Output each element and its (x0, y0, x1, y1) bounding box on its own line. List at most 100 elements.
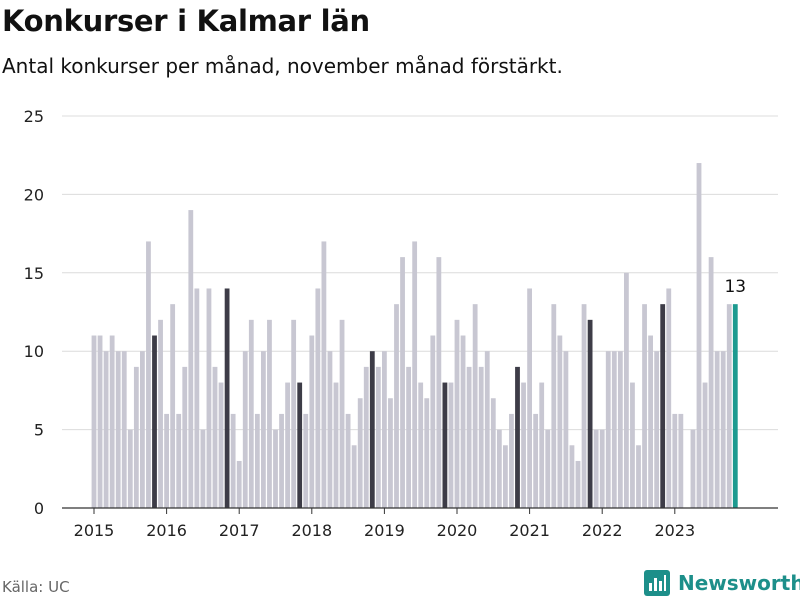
x-tick-label: 2023 (654, 521, 695, 540)
bar (521, 382, 526, 508)
bar (285, 382, 290, 508)
bar (273, 429, 278, 508)
bar (224, 288, 230, 508)
bar (660, 304, 666, 508)
bar (490, 398, 496, 508)
bar (140, 351, 145, 508)
bar (527, 288, 532, 508)
bar (708, 257, 714, 508)
bar (394, 304, 399, 508)
x-tick-label: 2017 (219, 521, 260, 540)
bar (726, 304, 732, 508)
x-tick-label: 2018 (291, 521, 332, 540)
bar (97, 335, 103, 508)
bar (297, 382, 303, 508)
bar (345, 413, 351, 508)
bar (406, 366, 411, 508)
bar (563, 351, 569, 508)
x-tick-label: 2019 (364, 521, 405, 540)
bar (551, 304, 557, 508)
data-label-latest: 13 (724, 277, 746, 297)
brand-name: Newsworthy (678, 571, 800, 595)
bar (714, 351, 720, 508)
bar (400, 257, 405, 508)
bar (642, 304, 647, 508)
bar (557, 335, 563, 508)
bar (605, 351, 611, 508)
bar (121, 351, 127, 508)
bar (630, 382, 635, 508)
bar (248, 319, 254, 508)
bar (303, 413, 309, 508)
bar (581, 304, 587, 508)
bar (188, 210, 194, 508)
x-tick-label: 2022 (582, 521, 623, 540)
bar (418, 382, 424, 508)
bar (515, 366, 520, 508)
bar (539, 382, 545, 508)
bar (339, 319, 345, 508)
bar (478, 366, 484, 508)
bar (569, 445, 575, 508)
bar (333, 382, 339, 508)
source-note: Källa: UC (2, 578, 70, 596)
bar (91, 335, 97, 508)
bar (152, 335, 157, 508)
bar (412, 241, 418, 508)
bar (460, 335, 466, 508)
bar (115, 351, 121, 508)
bar (484, 351, 490, 508)
bar (182, 366, 188, 508)
bar (666, 288, 672, 508)
bar (351, 445, 357, 508)
bar (448, 382, 454, 508)
bar (200, 429, 206, 508)
bar (545, 429, 551, 508)
brand-logo: Newsworthy (644, 570, 800, 596)
bar (158, 319, 163, 508)
bar (533, 413, 539, 508)
y-tick-label: 20 (24, 185, 44, 204)
y-tick-label: 5 (34, 421, 44, 440)
bar (133, 366, 139, 508)
bar (206, 288, 212, 508)
bar (388, 398, 393, 508)
bar-chart: 0 5 10 15 20 25 2015 2016 2017 2018 2019 2020 2021 20… (24, 107, 778, 540)
x-tick-label: 2016 (146, 521, 187, 540)
bar (430, 335, 436, 508)
bar (611, 351, 617, 508)
bar (624, 272, 629, 508)
bar (291, 319, 297, 508)
x-tick-label: 2021 (509, 521, 550, 540)
bar (702, 382, 708, 508)
bar (617, 351, 623, 508)
chart-title: Konkurser i Kalmar län (2, 4, 370, 38)
bar (382, 351, 387, 508)
bar (648, 335, 653, 508)
bar (218, 382, 224, 508)
bar (321, 241, 327, 508)
bar (678, 413, 684, 508)
bar (279, 413, 284, 508)
bar (696, 163, 702, 509)
bar (587, 319, 593, 508)
bar (375, 366, 381, 508)
bar (424, 398, 430, 508)
bar-chart-icon (644, 570, 670, 596)
bar (599, 429, 605, 508)
bar (369, 351, 375, 508)
y-tick-label: 10 (24, 342, 44, 361)
bar (103, 351, 109, 508)
y-tick-label: 15 (24, 264, 44, 283)
bar (194, 288, 200, 508)
y-tick-label: 25 (24, 107, 44, 126)
bar (720, 351, 726, 508)
bar (454, 319, 460, 508)
bar (242, 351, 248, 508)
bar (164, 413, 169, 508)
bar (315, 288, 321, 508)
bar (363, 366, 369, 508)
y-tick-label: 0 (34, 499, 44, 518)
bar (654, 351, 660, 508)
bar (176, 413, 182, 508)
